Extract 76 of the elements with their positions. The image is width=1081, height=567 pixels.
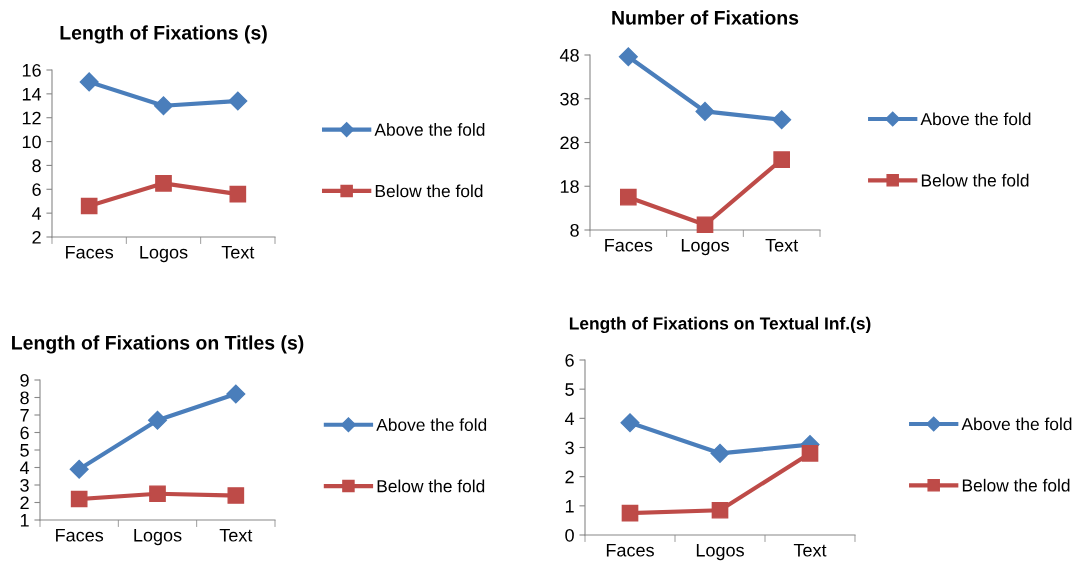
point — [711, 501, 729, 519]
y-tick-label: 2 — [32, 230, 41, 244]
y-tick-label: 1 — [20, 514, 29, 527]
x-tick-label: Text — [765, 239, 799, 252]
chart-title: Number of Fixations — [612, 10, 799, 25]
y-tick-label: 16 — [22, 63, 41, 77]
y-tick-label: 4 — [564, 412, 575, 425]
x-tick-label: Faces — [605, 239, 653, 252]
legend-label: Below the fold — [375, 184, 483, 198]
point — [227, 487, 245, 504]
legend-label: Below the fold — [921, 173, 1029, 187]
y-tick-label: 2 — [565, 470, 574, 484]
x-tick-label: Text — [793, 544, 827, 557]
y-tick-label: 12 — [22, 111, 41, 125]
y-tick-label: 4 — [31, 207, 42, 220]
x-tick-label: Faces — [606, 544, 654, 557]
y-tick-label: 4 — [19, 461, 30, 475]
point — [229, 185, 247, 203]
point — [153, 96, 174, 116]
point — [70, 490, 88, 508]
legend-label: Below the fold — [377, 479, 485, 493]
y-tick-label: 6 — [32, 183, 41, 197]
point — [149, 485, 166, 503]
y-tick-label: 5 — [20, 444, 29, 457]
y-tick-label: 2 — [20, 496, 29, 510]
x-tick-label: Faces — [56, 529, 104, 542]
x-tick-label: Text — [221, 246, 255, 259]
y-tick-label: 8 — [570, 223, 579, 237]
x-tick-label: Faces — [66, 246, 114, 259]
point — [619, 188, 637, 206]
y-tick-label: 14 — [22, 87, 42, 101]
point — [226, 384, 246, 404]
y-tick-label: 1 — [565, 499, 574, 513]
point — [620, 413, 640, 433]
point — [801, 444, 819, 462]
point — [69, 459, 89, 479]
y-tick-label: 6 — [20, 426, 29, 440]
y-tick-label: 5 — [565, 383, 574, 396]
y-tick-label: 18 — [560, 180, 579, 193]
y-tick-label: 38 — [560, 92, 579, 106]
y-tick-label: 10 — [22, 135, 41, 149]
legend-label: Above the fold — [374, 123, 485, 136]
y-tick-label: 28 — [560, 136, 579, 150]
x-tick-label: Logos — [134, 529, 182, 546]
point — [696, 216, 714, 234]
point — [80, 197, 98, 215]
legend-label: Above the fold — [376, 418, 487, 431]
chart-title: Length of Fixations (s) — [60, 25, 267, 44]
y-tick-label: 3 — [20, 478, 29, 492]
point — [710, 443, 730, 463]
point — [79, 72, 99, 92]
point — [228, 91, 248, 111]
y-tick-label: 48 — [559, 48, 579, 62]
legend-label: Above the fold — [961, 417, 1072, 431]
y-tick-label: 8 — [20, 391, 29, 405]
y-tick-label: 0 — [565, 528, 574, 542]
point — [695, 101, 715, 121]
y-tick-label: 7 — [20, 409, 29, 422]
y-tick-label: 3 — [565, 441, 574, 455]
point — [155, 174, 172, 192]
point — [618, 47, 638, 67]
y-tick-label: 9 — [20, 373, 29, 387]
x-tick-label: Text — [219, 529, 253, 542]
point — [772, 110, 792, 130]
point — [147, 410, 168, 430]
x-tick-label: Logos — [696, 544, 744, 561]
point — [773, 151, 791, 168]
y-tick-label: 6 — [565, 353, 574, 367]
legend-label: Below the fold — [962, 478, 1070, 492]
x-tick-label: Logos — [140, 246, 188, 263]
legend-label: Above the fold — [920, 112, 1031, 126]
x-tick-label: Logos — [681, 239, 729, 256]
point — [621, 504, 639, 522]
y-tick-label: 8 — [32, 159, 41, 173]
chart-title: Length of Fixations on Textual Inf.(s) — [569, 316, 871, 334]
chart-title: Length of Fixations on Titles (s) — [12, 335, 304, 354]
